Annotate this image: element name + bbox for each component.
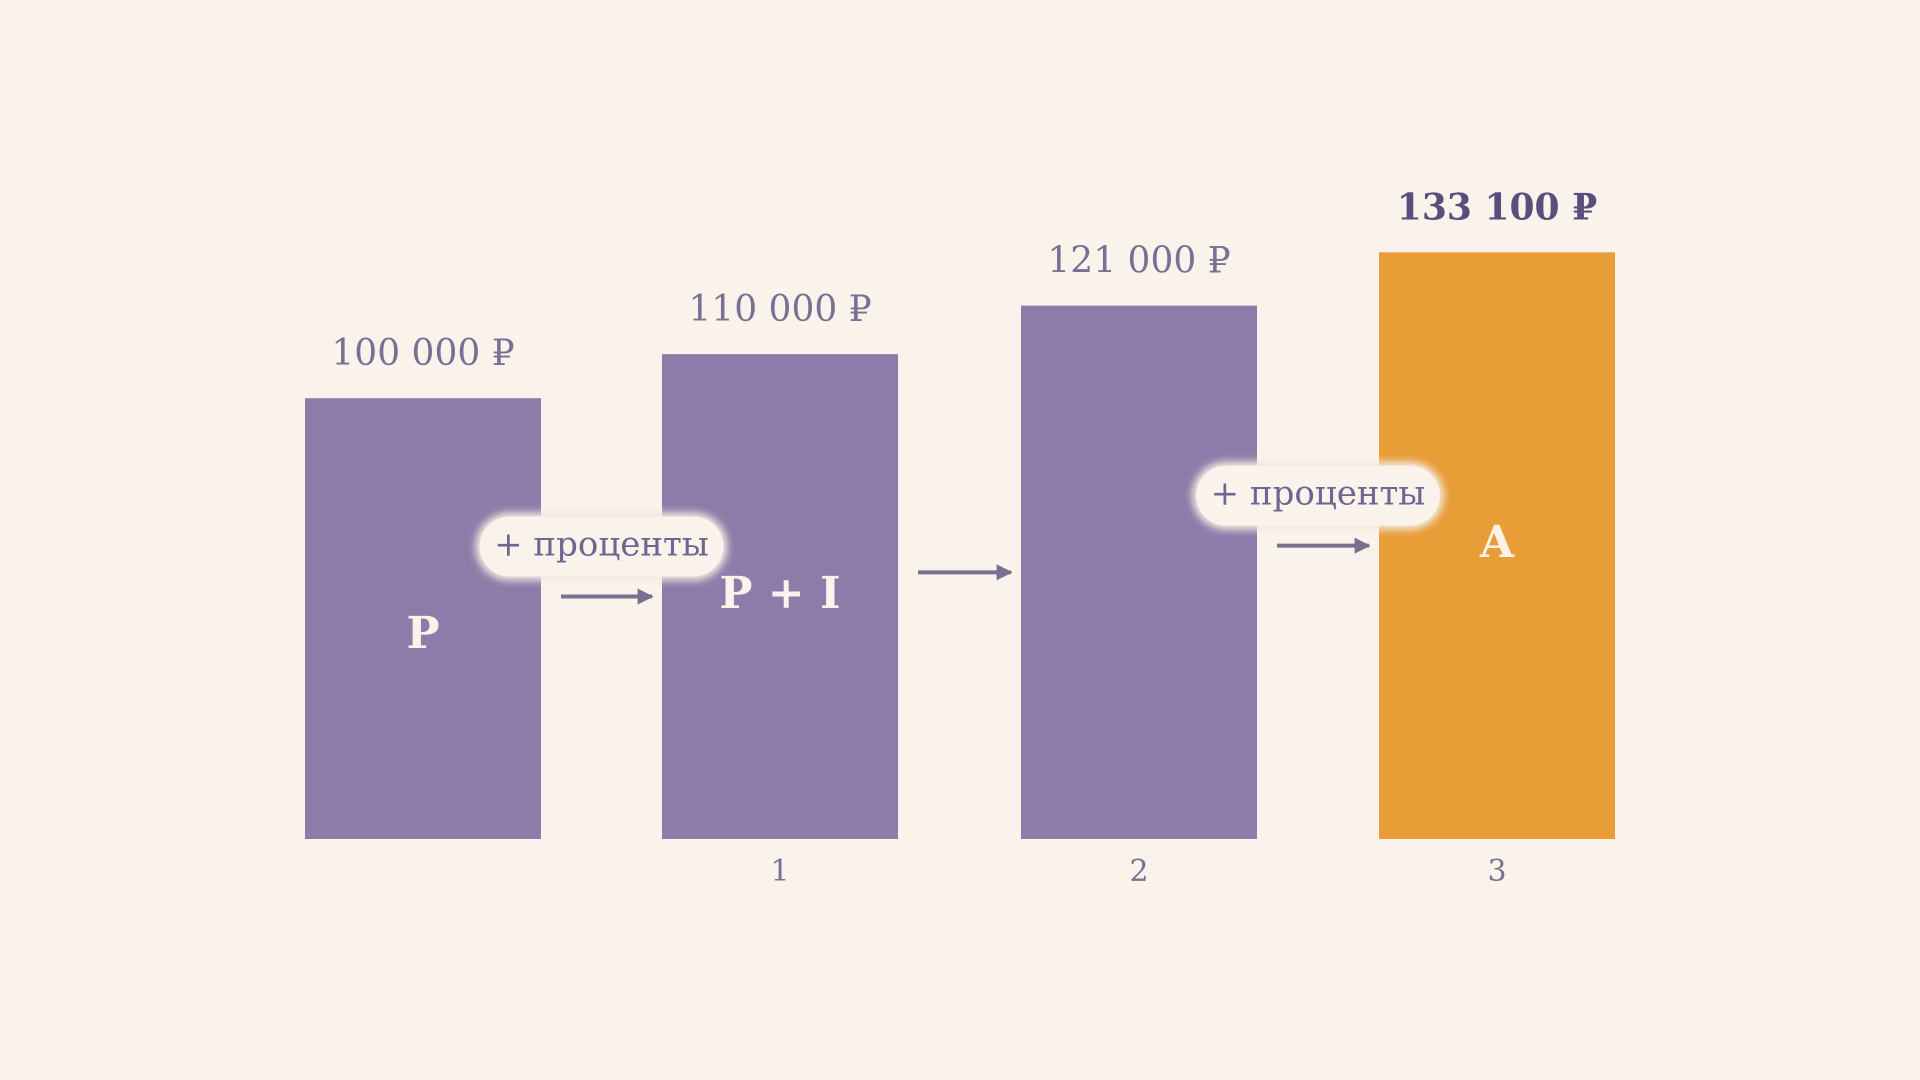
value-label: 121 000 ₽ bbox=[1047, 241, 1230, 282]
bar bbox=[1379, 252, 1615, 840]
annotation: + проценты bbox=[1211, 474, 1426, 514]
value-label: 100 000 ₽ bbox=[331, 333, 514, 374]
annotation: + проценты bbox=[494, 525, 709, 565]
value-label: 133 100 ₽ bbox=[1397, 186, 1597, 228]
value-label: 110 000 ₽ bbox=[688, 289, 871, 330]
annotation-pill bbox=[1196, 465, 1440, 526]
bar-label: A bbox=[1479, 517, 1515, 568]
x-tick-label: 1 bbox=[770, 854, 789, 889]
x-tick-label: 2 bbox=[1129, 854, 1148, 889]
annotation-pill bbox=[479, 516, 724, 577]
bar bbox=[305, 398, 541, 839]
bar bbox=[662, 354, 898, 839]
bar-label: P + I bbox=[719, 568, 840, 619]
bar-label: P bbox=[406, 608, 439, 659]
x-tick-label: 3 bbox=[1487, 854, 1506, 889]
bar bbox=[1021, 305, 1257, 840]
